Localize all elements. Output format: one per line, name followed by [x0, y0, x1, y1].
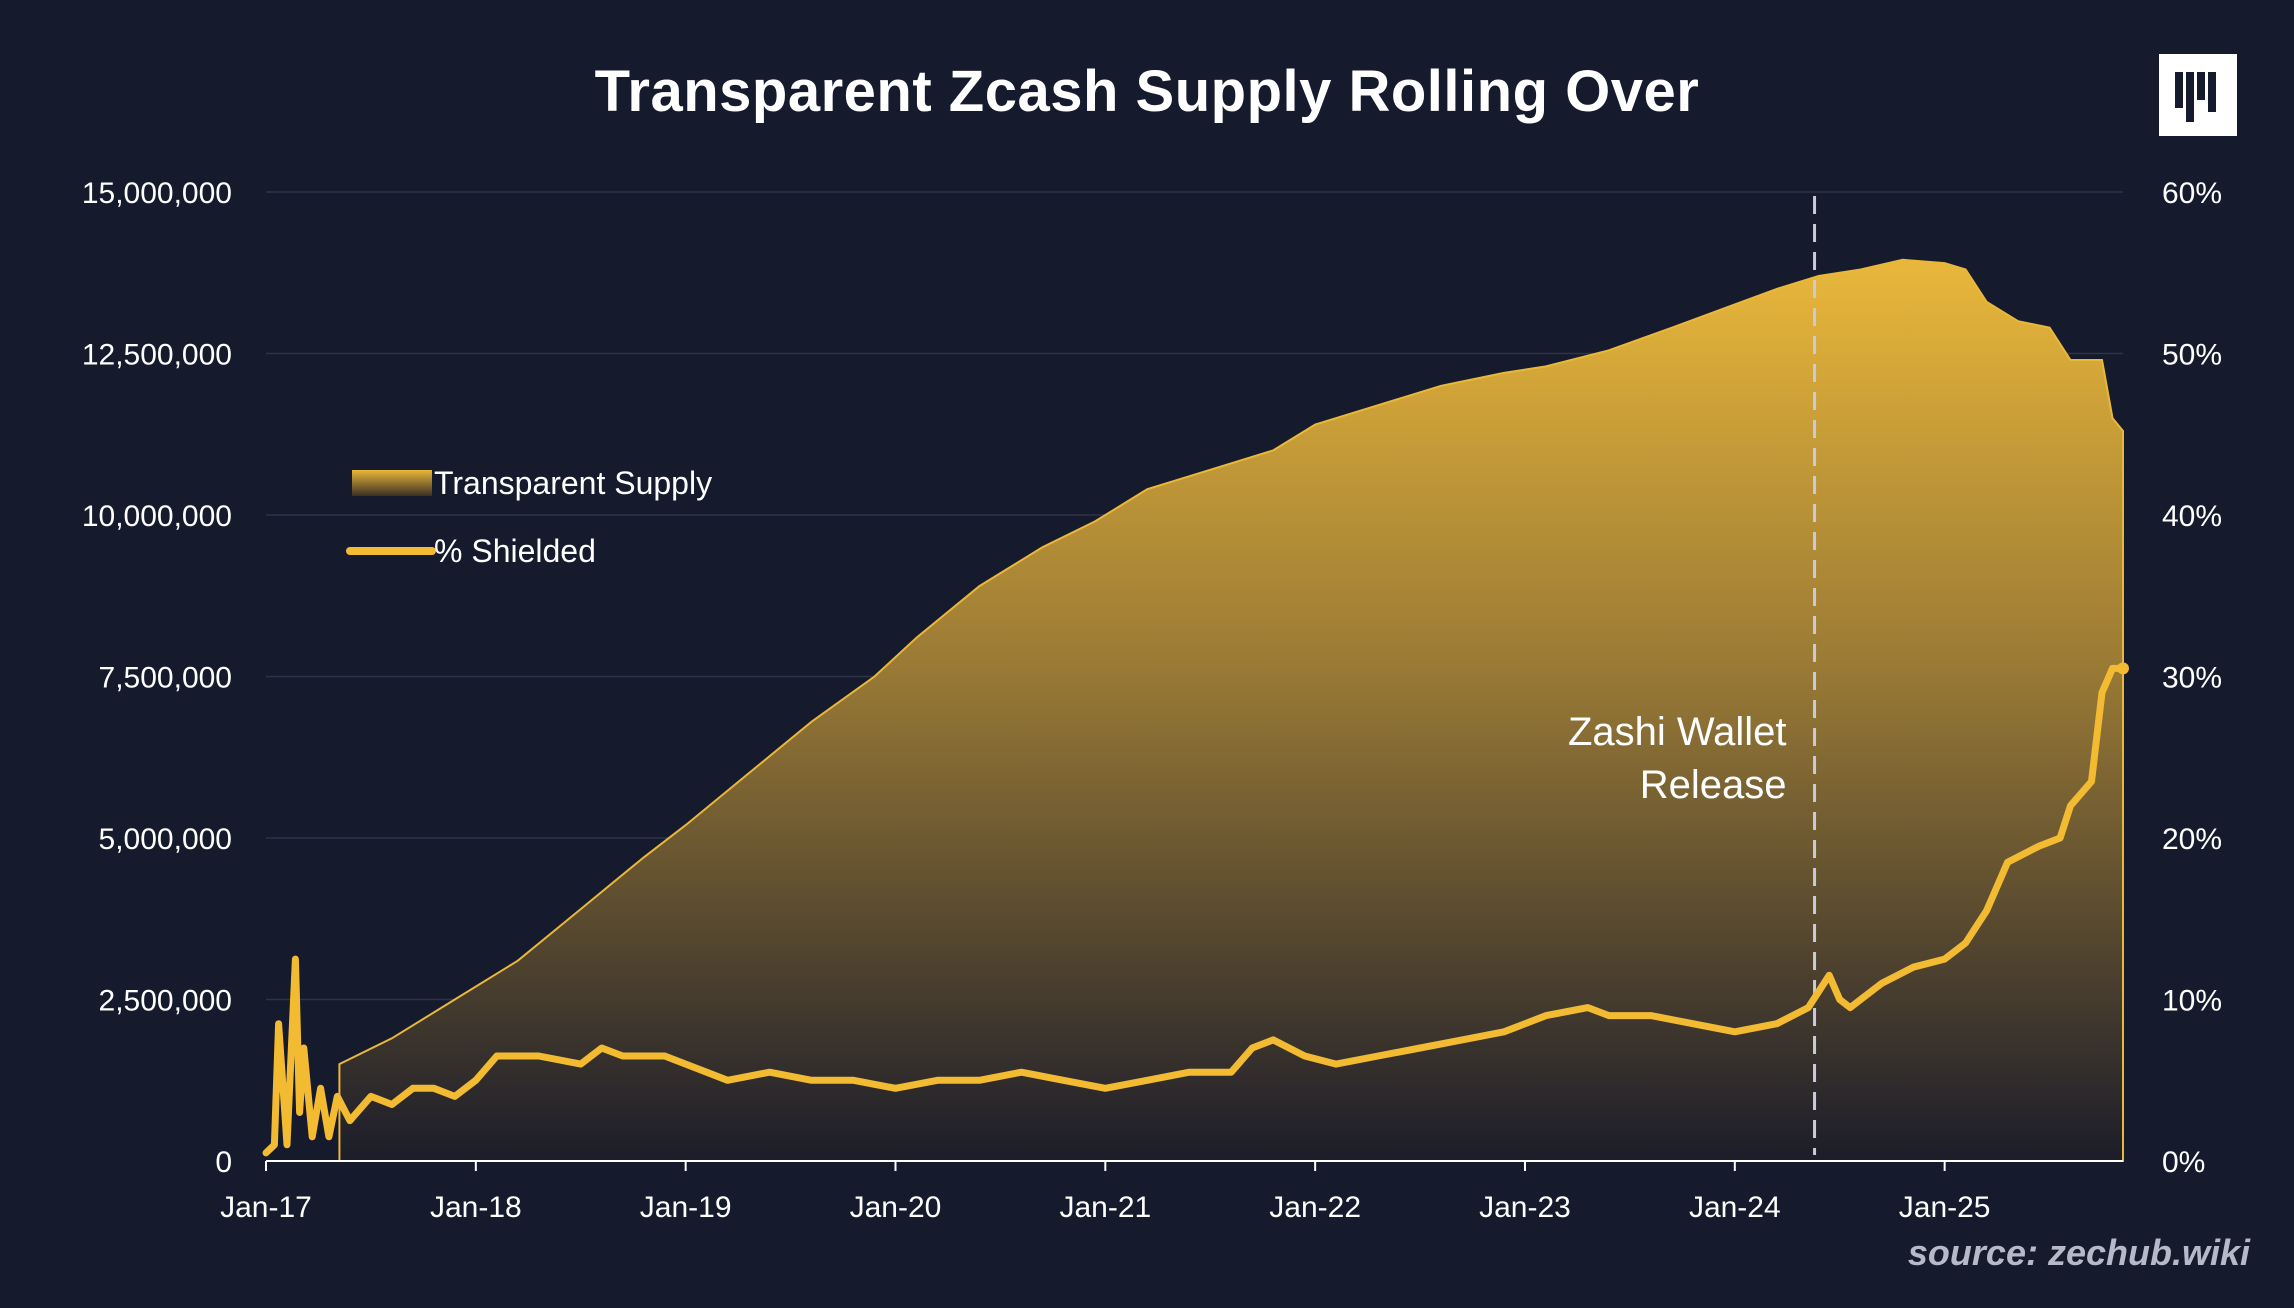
y-right-tick-label: 40%: [2162, 500, 2222, 533]
supply-area-layer: [338, 258, 2124, 1162]
y-right-tick-label: 60%: [2162, 177, 2222, 210]
y-right-tick-label: 20%: [2162, 823, 2222, 856]
x-tick-label: Jan-17: [220, 1191, 312, 1224]
shielded-line-layer: [262, 662, 2129, 1157]
legend-label-supply: Transparent Supply: [434, 465, 712, 501]
y-right-tick-label: 0%: [2162, 1146, 2205, 1179]
legend: Transparent Supply % Shielded: [346, 465, 712, 569]
y-left-tick-label: 7,500,000: [99, 662, 232, 695]
y-left-tick-label: 5,000,000: [99, 823, 232, 856]
y-right-tick-label: 50%: [2162, 339, 2222, 372]
legend-label-shielded: % Shielded: [434, 533, 596, 569]
brand-logo-icon: [2159, 54, 2237, 136]
y-left-tick-label: 15,000,000: [82, 177, 232, 210]
axes-layer: 0 0% 2,500,000 10% 5,000,000 20% 7,500,000 30% 1…: [82, 177, 2222, 1224]
percent-shielded-endpoint: [2117, 662, 2129, 675]
y-right-tick-label: 30%: [2162, 662, 2222, 695]
x-tick-label: Jan-18: [430, 1191, 522, 1224]
y-left-tick-label: 10,000,000: [82, 500, 232, 533]
legend-area-swatch: [352, 470, 432, 496]
chart-title: Transparent Zcash Supply Rolling Over: [594, 59, 1700, 124]
x-tick-label: Jan-20: [850, 1191, 942, 1224]
x-tick-label: Jan-22: [1269, 1191, 1361, 1224]
x-tick-label: Jan-24: [1689, 1191, 1781, 1224]
y-left-tick-label: 0: [215, 1146, 232, 1179]
y-left-tick-label: 12,500,000: [82, 339, 232, 372]
percent-shielded-line: [262, 664, 2127, 1157]
y-right-tick-label: 10%: [2162, 985, 2222, 1018]
x-tick-label: Jan-23: [1479, 1191, 1571, 1224]
x-tick-label: Jan-19: [640, 1191, 732, 1224]
source-note: source: zechub.wiki: [1907, 1232, 2250, 1273]
annotation-label-line2: Release: [1640, 763, 1787, 807]
y-left-tick-label: 2,500,000: [99, 985, 232, 1018]
annotation-label-line1: Zashi Wallet: [1568, 710, 1787, 754]
x-tick-label: Jan-25: [1899, 1191, 1991, 1224]
transparent-supply-area: [338, 258, 2124, 1162]
x-tick-label: Jan-21: [1059, 1191, 1151, 1224]
